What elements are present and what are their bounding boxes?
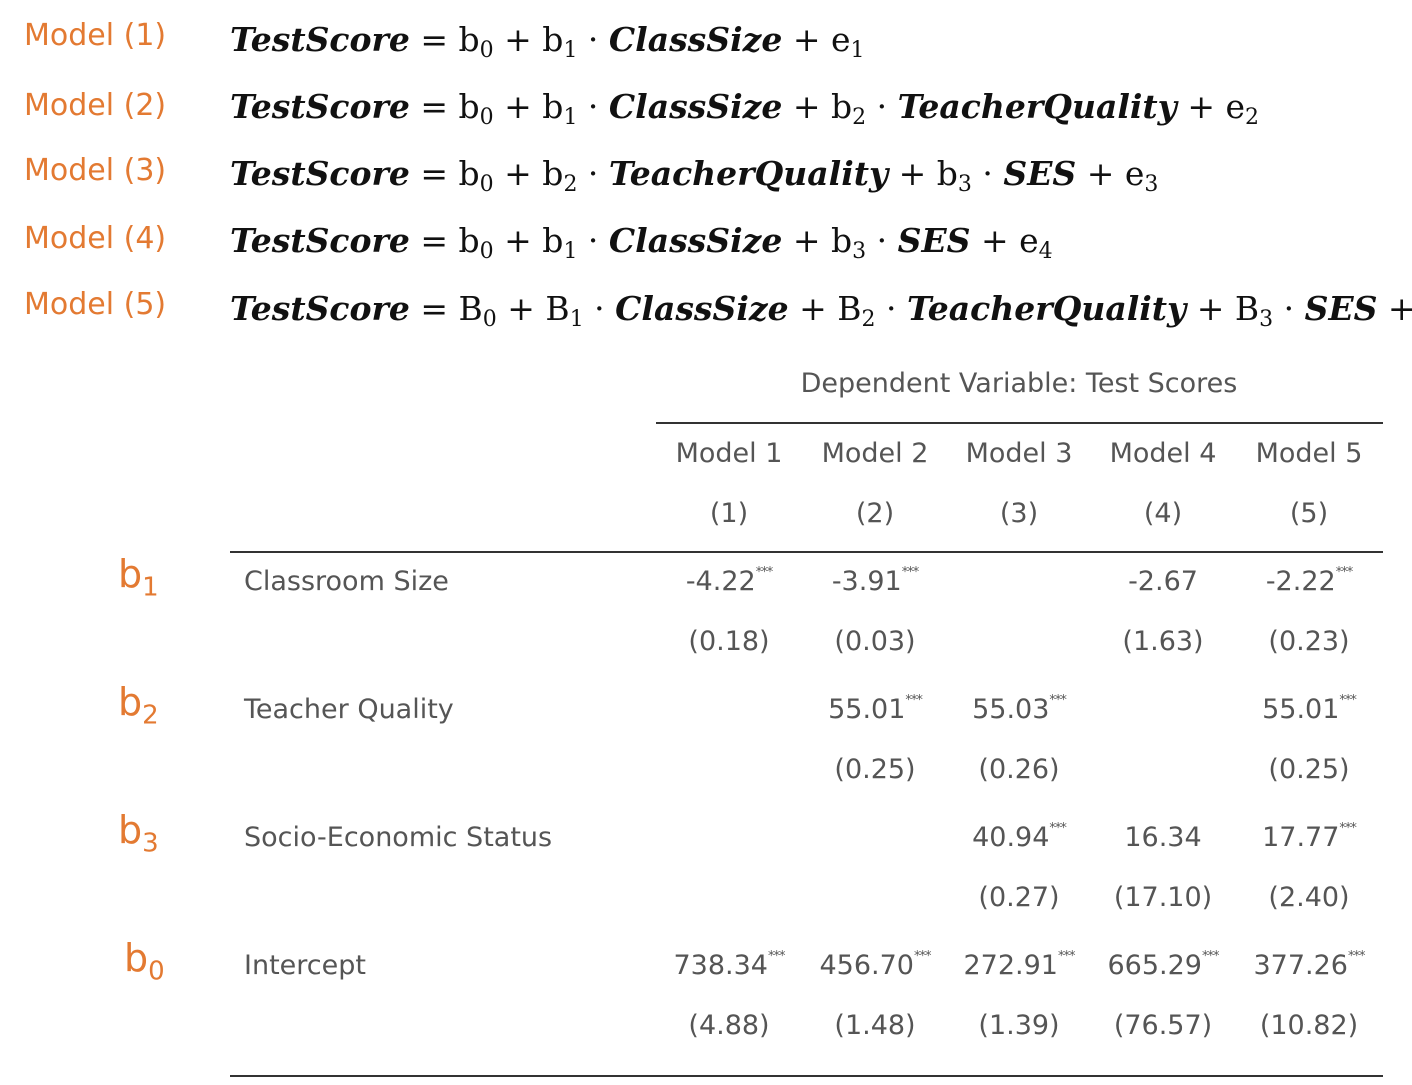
standard-error: (0.03) xyxy=(834,626,916,657)
standard-error: (1.63) xyxy=(1122,626,1204,657)
significance-stars: *** xyxy=(901,565,919,580)
coefficient-value: 55.01*** xyxy=(1262,693,1357,725)
column-header-name: Model 3 xyxy=(965,438,1073,469)
model-3-label: Model (3) xyxy=(24,153,167,188)
standard-error: (1.39) xyxy=(978,1010,1060,1041)
standard-error: (0.27) xyxy=(978,882,1060,913)
header-rule xyxy=(656,422,1383,424)
coefficient-value: 456.70*** xyxy=(819,949,932,981)
coefficient-value: 17.77*** xyxy=(1262,821,1357,853)
significance-stars: *** xyxy=(1335,565,1353,580)
standard-error: (1.48) xyxy=(834,1010,916,1041)
column-header-name: Model 4 xyxy=(1109,438,1217,469)
coefficient-value: -2.67 xyxy=(1128,566,1198,597)
standard-error: (0.25) xyxy=(1268,754,1350,785)
standard-error: (4.88) xyxy=(688,1010,770,1041)
significance-stars: *** xyxy=(1201,949,1219,964)
model-4-label: Model (4) xyxy=(24,221,167,256)
column-header-name: Model 5 xyxy=(1255,438,1363,469)
standard-error: (0.25) xyxy=(834,754,916,785)
standard-error: (0.18) xyxy=(688,626,770,657)
coefficient-value: 377.26*** xyxy=(1253,949,1366,981)
model-1-label: Model (1) xyxy=(24,18,167,53)
significance-stars: *** xyxy=(905,693,922,708)
column-header-number: (1) xyxy=(709,498,749,529)
significance-stars: *** xyxy=(913,949,931,964)
equation-model-3: TestScore = b0 + b2 · TeacherQuality + b… xyxy=(230,154,1159,197)
coefficient-value: -3.91*** xyxy=(831,565,919,597)
standard-error: (17.10) xyxy=(1113,882,1213,913)
significance-stars: *** xyxy=(1049,821,1066,836)
model-2-label: Model (2) xyxy=(24,88,167,123)
standard-error: (2.40) xyxy=(1268,882,1350,913)
bottom-rule xyxy=(230,1075,1383,1077)
significance-stars: *** xyxy=(1339,821,1356,836)
coefficient-value: 16.34 xyxy=(1124,822,1202,853)
equation-model-2: TestScore = b0 + b1 · ClassSize + b2 · T… xyxy=(230,87,1260,130)
standard-error: (0.23) xyxy=(1268,626,1350,657)
significance-stars: *** xyxy=(767,949,785,964)
coefficient-value: 55.01*** xyxy=(828,693,923,725)
coefficient-label: b2 xyxy=(118,680,159,731)
row-label: Socio-Economic Status xyxy=(244,822,553,853)
coefficient-value: -4.22*** xyxy=(685,565,773,597)
coefficient-label: b3 xyxy=(118,808,159,859)
significance-stars: *** xyxy=(1347,949,1365,964)
column-header-number: (4) xyxy=(1143,498,1183,529)
significance-stars: *** xyxy=(1049,693,1066,708)
columns-rule xyxy=(230,551,1383,553)
row-label: Teacher Quality xyxy=(244,694,454,725)
equation-model-5: TestScore = B0 + B1 · ClassSize + B2 · T… xyxy=(230,289,1412,332)
coefficient-value: 665.29*** xyxy=(1107,949,1220,981)
equation-model-4: TestScore = b0 + b1 · ClassSize + b3 · S… xyxy=(230,221,1053,264)
coefficient-label: b1 xyxy=(118,552,159,603)
model-5-label: Model (5) xyxy=(24,287,167,322)
significance-stars: *** xyxy=(1057,949,1075,964)
standard-error: (10.82) xyxy=(1259,1010,1359,1041)
significance-stars: *** xyxy=(755,565,773,580)
coefficient-value: -2.22*** xyxy=(1265,565,1353,597)
equation-model-1: TestScore = b0 + b1 · ClassSize + e1 xyxy=(230,20,865,63)
significance-stars: *** xyxy=(1339,693,1356,708)
standard-error: (0.26) xyxy=(978,754,1060,785)
table-header: Dependent Variable: Test Scores xyxy=(800,368,1238,399)
column-header-name: Model 2 xyxy=(821,438,929,469)
column-header-number: (3) xyxy=(999,498,1039,529)
row-label: Classroom Size xyxy=(244,566,449,597)
standard-error: (76.57) xyxy=(1113,1010,1213,1041)
coefficient-value: 40.94*** xyxy=(972,821,1067,853)
coefficient-label: b0 xyxy=(124,936,165,987)
coefficient-value: 272.91*** xyxy=(963,949,1076,981)
row-label: Intercept xyxy=(244,950,366,981)
column-header-name: Model 1 xyxy=(675,438,783,469)
column-header-number: (5) xyxy=(1289,498,1329,529)
coefficient-value: 55.03*** xyxy=(972,693,1067,725)
coefficient-value: 738.34*** xyxy=(673,949,786,981)
column-header-number: (2) xyxy=(855,498,895,529)
